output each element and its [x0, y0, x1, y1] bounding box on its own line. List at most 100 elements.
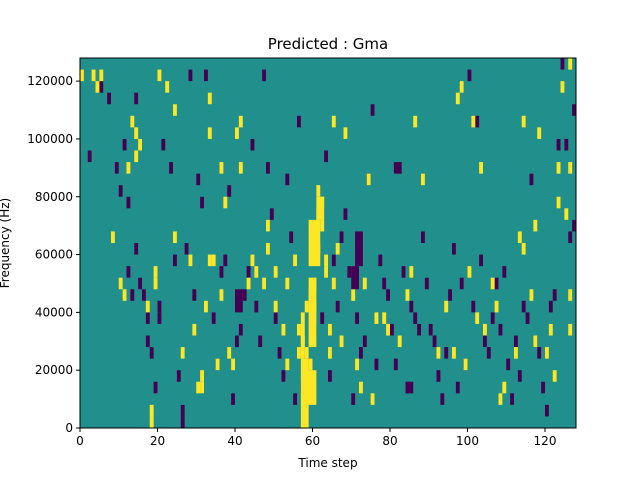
heatmap-block-high	[308, 219, 321, 267]
heatmap-cell-high	[483, 323, 487, 336]
heatmap-cell-low	[87, 150, 92, 163]
heatmap-cell-low	[200, 196, 204, 209]
heatmap-cell-low	[219, 266, 224, 278]
heatmap-cell-low	[126, 266, 131, 278]
heatmap-cell-high	[188, 254, 193, 267]
heatmap-cell-high	[304, 300, 309, 313]
heatmap-cell-low	[355, 312, 359, 324]
heatmap-cell-high	[343, 127, 348, 139]
heatmap-cell-high	[145, 300, 150, 313]
heatmap-cell-low	[118, 185, 123, 197]
heatmap-cell-high	[475, 312, 480, 324]
heatmap-cell-high	[219, 162, 224, 174]
heatmap-cell-low	[138, 277, 142, 290]
heatmap-cell-low	[238, 323, 243, 336]
heatmap-cell-low	[421, 231, 425, 243]
heatmap-cell-low	[521, 300, 526, 313]
heatmap-cell-low	[475, 115, 480, 128]
x-axis-label: Time step	[297, 456, 357, 470]
heatmap-cell-low	[347, 266, 352, 278]
heatmap-cell-high	[355, 358, 359, 371]
heatmap-cell-high	[134, 150, 139, 163]
heatmap-cell-high	[560, 81, 565, 93]
heatmap-cell-high	[552, 370, 557, 382]
heatmap-cell-low	[452, 243, 456, 255]
heatmap-cell-low	[486, 347, 491, 359]
heatmap-cell-high	[149, 416, 154, 428]
heatmap-cell-low	[424, 277, 429, 290]
heatmap-cell-low	[169, 162, 173, 174]
heatmap-cell-high	[266, 219, 270, 232]
heatmap-cell-low	[362, 335, 367, 348]
heatmap-cell-high	[273, 300, 278, 313]
heatmap-cell-low	[126, 196, 131, 209]
heatmap-cell-low	[467, 69, 472, 82]
heatmap-cell-high	[370, 393, 375, 405]
heatmap-cell-high	[455, 92, 460, 105]
heatmap-cell-high	[413, 115, 418, 128]
heatmap-cell-low	[455, 381, 460, 394]
heatmap-cell-high	[207, 127, 212, 139]
heatmap-block-high	[308, 277, 317, 348]
heatmap-cell-high	[568, 162, 573, 174]
heatmap-cell-low	[149, 347, 154, 359]
y-axis: 0 20000 40000 60000 80000 100000 120000	[27, 74, 80, 435]
heatmap-cell-low	[401, 266, 406, 278]
heatmap-cell-high	[134, 127, 139, 139]
heatmap-cell-high	[331, 115, 336, 128]
x-tick-label: 40	[227, 434, 242, 448]
heatmap-cell-low	[142, 289, 146, 301]
heatmap-cell-low	[494, 277, 499, 290]
heatmap-cell-low	[510, 393, 514, 405]
heatmap-cell-low	[180, 404, 185, 417]
heatmap-cell-low	[506, 358, 511, 371]
heatmap-cell-low	[572, 219, 576, 232]
heatmap-cell-high	[517, 231, 522, 243]
heatmap-cell-low	[444, 347, 449, 359]
heatmap-cell-low	[525, 312, 530, 324]
heatmap-cell-low	[502, 266, 507, 278]
heatmap-cell-high	[320, 219, 325, 232]
heatmap-cell-high	[405, 289, 410, 301]
heatmap-cell-high	[80, 69, 84, 82]
heatmap-cell-high	[308, 358, 313, 371]
heatmap-cell-high	[366, 173, 371, 186]
heatmap-cell-low	[459, 277, 464, 290]
heatmap-cell-high	[238, 115, 243, 128]
heatmap-cell-high	[285, 358, 290, 371]
heatmap-cell-high	[153, 266, 158, 278]
heatmap-cell-low	[254, 300, 259, 313]
heatmap-cell-high	[173, 231, 177, 243]
heatmap-cell-high	[262, 277, 266, 290]
heatmap-block-high	[300, 323, 305, 359]
heatmap-cell-low	[382, 277, 387, 290]
heatmap-cell-low	[564, 138, 569, 151]
heatmap-cell-low	[343, 208, 348, 220]
heatmap-cell-high	[521, 115, 526, 128]
heatmap-cell-low	[409, 300, 414, 313]
heatmap-cell-low	[297, 115, 301, 128]
y-tick-label: 60000	[35, 248, 73, 262]
heatmap-cell-high	[246, 277, 251, 290]
heatmap-cell-low	[448, 289, 452, 301]
heatmap-cell-low	[556, 138, 561, 151]
heatmap-cell-low	[374, 358, 379, 371]
plot-area	[80, 58, 576, 428]
heatmap-cell-high	[211, 254, 216, 267]
x-tick-label: 60	[305, 434, 320, 448]
heatmap-cell-low	[428, 323, 433, 336]
heatmap-cell-high	[529, 289, 534, 301]
heatmap-cell-high	[521, 243, 526, 255]
heatmap-cell-high	[533, 219, 538, 232]
heatmap-cell-low	[293, 393, 297, 405]
heatmap-cell-high	[180, 347, 185, 359]
heatmap-cell-low	[145, 312, 150, 324]
heatmap-block-low	[355, 231, 363, 267]
heatmap-cell-low	[285, 173, 290, 186]
heatmap-cell-low	[545, 404, 549, 417]
chart-title: Predicted : Gma	[268, 35, 388, 53]
heatmap-cell-low	[324, 150, 328, 163]
heatmap-cell-low	[273, 312, 278, 324]
heatmap-cell-high	[324, 254, 328, 267]
